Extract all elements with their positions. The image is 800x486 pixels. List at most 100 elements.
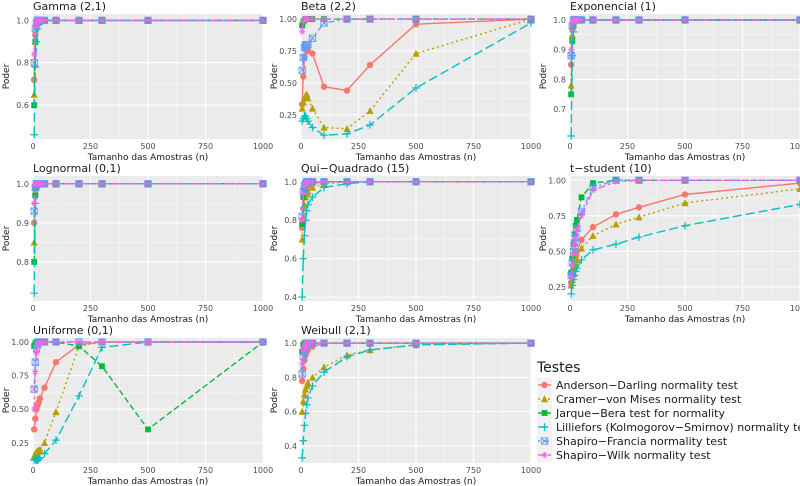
data-point (320, 123, 328, 131)
data-point (567, 52, 575, 60)
data-point (796, 184, 800, 192)
data-point (298, 66, 306, 74)
y-axis-label: Poder (2, 63, 12, 89)
data-point (299, 22, 306, 29)
y-tick-label: 0.75 (548, 212, 566, 221)
data-point (36, 17, 44, 24)
x-tick-label: 1000 (253, 466, 273, 475)
panel-1: Gamma (2,1) 0.6 0.8 1.0 0 250 500 750 1000 Tamanh… (2, 0, 273, 163)
legend-title: Testes (536, 360, 580, 376)
data-point (302, 206, 311, 215)
data-point (30, 426, 38, 433)
x-axis-label: Tamanho das Amostras (n) (87, 477, 209, 486)
panel-5: Qui−Quadrado (15) 0.4 0.6 0.8 1.0 0 250 500 750 1… (270, 162, 541, 325)
data-point (259, 180, 267, 188)
data-point (30, 59, 38, 67)
data-point (570, 250, 577, 258)
data-point (568, 281, 577, 290)
data-point (299, 397, 307, 405)
data-point (320, 131, 328, 139)
x-tick-label: 0 (298, 142, 303, 151)
x-tick-label: 1000 (790, 142, 800, 151)
data-point (412, 15, 420, 23)
data-point (612, 178, 620, 185)
data-point (309, 339, 316, 347)
data-point (304, 178, 312, 185)
series-star (298, 339, 535, 367)
data-point (301, 182, 308, 189)
y-tick-label: 0.25 (11, 439, 29, 448)
data-point (308, 193, 317, 201)
data-point (259, 17, 267, 24)
y-axis-label: Poder (2, 225, 12, 251)
data-point (571, 240, 578, 248)
data-point (366, 107, 374, 115)
x-axis-label: Tamanho das Amostras (n) (355, 315, 477, 325)
y-tick-label: 0.7 (553, 105, 566, 114)
data-point (301, 186, 308, 193)
data-point (33, 349, 40, 356)
data-point (304, 378, 312, 386)
x-tick-label: 1000 (521, 466, 541, 475)
data-point (52, 408, 60, 416)
data-point (681, 199, 689, 207)
panel-title: Exponencial (1) (570, 0, 656, 13)
data-point (299, 221, 306, 227)
legend-item: Cramer−von Mises normality test (537, 392, 742, 406)
legend-label: Shapiro−Wilk normality test (556, 449, 711, 462)
y-tick-label: 0.50 (548, 247, 566, 256)
data-point (578, 194, 585, 201)
data-point (681, 221, 689, 230)
x-tick-label: 1000 (253, 142, 273, 151)
legend-marker (541, 451, 548, 459)
x-tick-label: 250 (351, 466, 366, 475)
data-point (573, 226, 581, 234)
y-tick-label: 0.9 (16, 219, 29, 228)
data-point (578, 212, 585, 219)
data-point (320, 15, 328, 23)
data-point (320, 363, 328, 371)
data-point (681, 16, 689, 24)
panel-title: Lognormal (0,1) (33, 162, 121, 175)
data-point (298, 377, 306, 385)
data-point (32, 23, 39, 30)
data-point (635, 213, 643, 221)
data-point (259, 338, 267, 346)
data-point (52, 358, 60, 366)
data-point (527, 15, 535, 23)
series-plus (298, 19, 535, 139)
data-point (30, 207, 38, 215)
data-point (569, 19, 576, 27)
data-point (98, 180, 106, 188)
legend-item: Lilliefors (Kolmogorov−Smirnov) normalit… (537, 420, 800, 434)
data-point (412, 339, 420, 347)
data-point (612, 16, 620, 24)
panel-title: Uniforme (0,1) (33, 324, 113, 337)
y-axis-label: Poder (539, 63, 549, 89)
data-point (308, 373, 317, 381)
data-point (99, 363, 105, 370)
data-point (570, 23, 577, 29)
y-tick-label: 0.9 (553, 46, 566, 55)
series-star (298, 15, 535, 36)
legend-item: Shapiro−Francia normality test (537, 434, 728, 448)
series-star (567, 177, 800, 281)
legend-marker (540, 395, 549, 403)
data-point (320, 339, 328, 347)
data-point (366, 339, 374, 347)
data-point (304, 117, 312, 125)
x-tick-label: 500 (408, 304, 423, 313)
y-tick-label: 0.75 (279, 47, 297, 56)
legend-label: Jarque−Bera test for normality (555, 407, 725, 420)
data-point (144, 180, 152, 188)
data-point (304, 394, 312, 402)
data-point (32, 415, 39, 422)
data-point (75, 180, 83, 188)
y-tick-label: 1.00 (279, 15, 297, 24)
x-tick-label: 250 (620, 142, 635, 151)
panel-2: Beta (2,2) 0.25 0.50 0.75 1.00 0 250 500 750 1000… (270, 0, 541, 163)
legend-marker (540, 423, 549, 431)
data-point (308, 104, 317, 112)
data-point (412, 178, 420, 185)
data-point (567, 273, 575, 281)
